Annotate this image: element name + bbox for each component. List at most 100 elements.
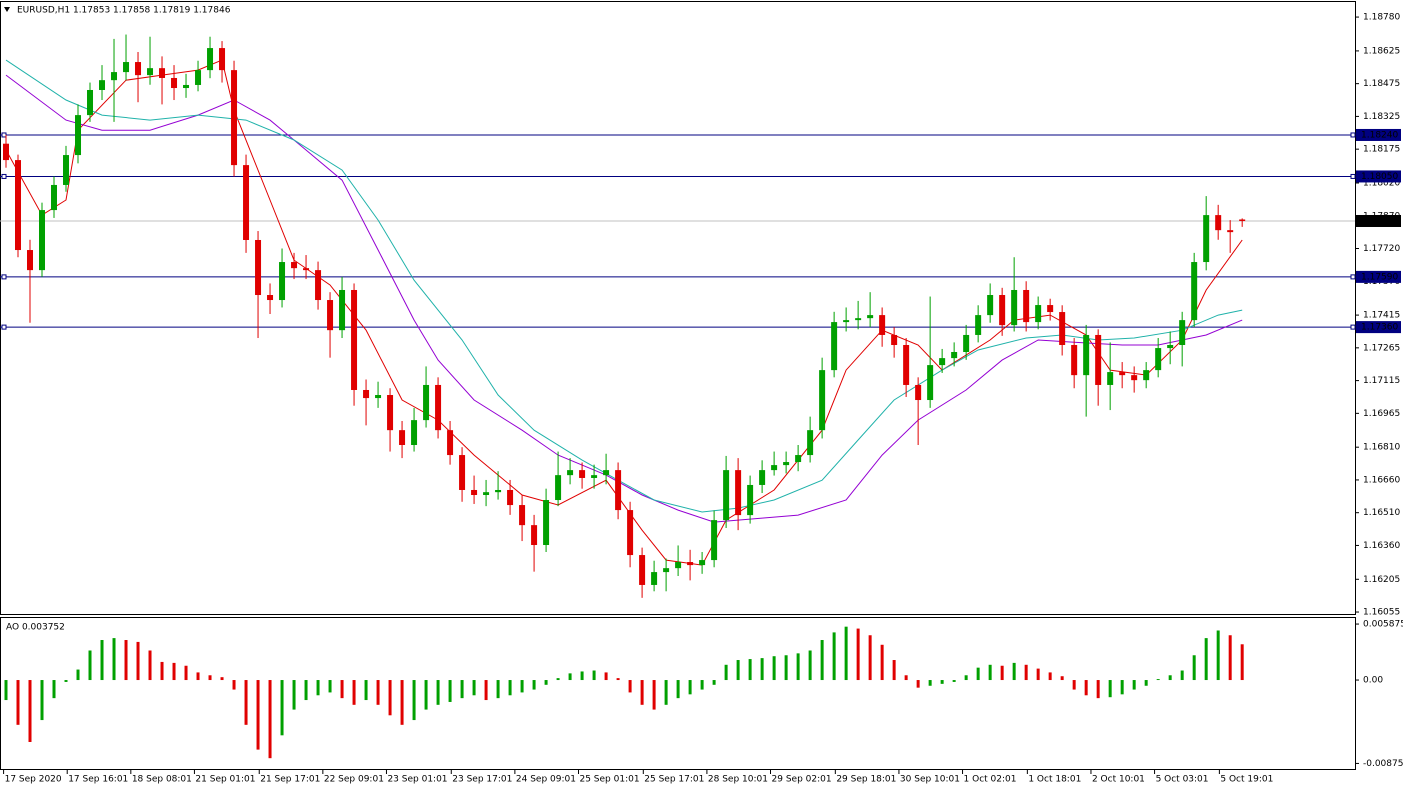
- candle-body: [711, 520, 718, 561]
- ao-bar: [1120, 680, 1124, 695]
- candle-body: [87, 89, 94, 116]
- x-tick-label: 17 Sep 16:01: [68, 775, 128, 785]
- ao-bar: [208, 675, 212, 681]
- candle-body: [951, 351, 958, 359]
- candle-body: [3, 143, 10, 161]
- ao-bar: [1240, 644, 1244, 681]
- ao-bar: [928, 680, 932, 686]
- y-tick-label: 1.18325: [1363, 112, 1400, 122]
- layer: [3, 34, 1246, 759]
- y-tick-label: 1.16510: [1363, 508, 1400, 518]
- level-label: 1.18240: [1361, 130, 1398, 140]
- x-tick-label: 24 Sep 09:01: [516, 775, 576, 785]
- candle-body: [483, 492, 490, 496]
- ao-bar: [628, 680, 632, 693]
- level-anchor: [1, 132, 7, 138]
- candle-body: [1047, 305, 1054, 313]
- ao-bar: [364, 680, 368, 701]
- ao-bar: [232, 680, 236, 690]
- candle-body: [1023, 289, 1030, 323]
- ao-bar: [292, 680, 296, 710]
- candle-body: [855, 318, 862, 321]
- x-tick-label: 25 Sep 17:01: [644, 775, 704, 785]
- ao-bar: [100, 640, 104, 681]
- candle-body: [123, 62, 130, 73]
- ao-bar: [424, 680, 428, 710]
- candle-body: [615, 470, 622, 511]
- candle-body: [363, 389, 370, 399]
- candle-body: [219, 48, 226, 71]
- level-anchor: [1350, 324, 1356, 330]
- candle-body: [411, 420, 418, 446]
- ao-bar: [4, 680, 8, 701]
- ao-bar: [124, 640, 128, 681]
- candle-body: [555, 475, 562, 501]
- level-anchor: [1350, 274, 1356, 280]
- candle-body: [375, 395, 382, 399]
- ao-bar: [1024, 664, 1028, 681]
- ao-bar: [1180, 670, 1184, 681]
- y-tick-label: 1.16055: [1363, 608, 1400, 618]
- ao-title: AO 0.003752: [6, 623, 65, 633]
- candle-body: [1035, 305, 1042, 323]
- candle-body: [831, 322, 838, 371]
- ao-bar: [1012, 662, 1016, 681]
- candle-body: [423, 384, 430, 421]
- ao-bar: [964, 675, 968, 681]
- ao-bar: [616, 678, 620, 681]
- ao-bar: [784, 655, 788, 681]
- candle-body: [999, 295, 1006, 326]
- y-tick-label: 1.18780: [1363, 13, 1400, 23]
- menu-arrow[interactable]: [4, 7, 10, 12]
- ao-bar: [1048, 672, 1052, 681]
- candle-body: [1215, 215, 1222, 231]
- ao-bar: [88, 650, 92, 681]
- y-tick-label: 1.18020: [1363, 179, 1400, 189]
- x-tick-label: 21 Sep 17:01: [260, 775, 320, 785]
- candle-body: [543, 500, 550, 546]
- candle-body: [327, 300, 334, 331]
- candle-body: [651, 572, 658, 585]
- ao-bar: [544, 680, 548, 685]
- ao-bar: [1036, 668, 1040, 681]
- level-anchor: [1, 173, 7, 179]
- ao-bar: [880, 644, 884, 681]
- candle-body: [1095, 334, 1102, 385]
- candle-body: [1107, 372, 1114, 385]
- candle-body: [579, 470, 586, 478]
- candle-body: [783, 462, 790, 466]
- ao-bar: [1108, 680, 1112, 698]
- candle-body: [243, 165, 250, 240]
- x-tick-label: 17 Sep 2020: [5, 775, 62, 785]
- ao-bar: [1000, 665, 1004, 681]
- ao-bar: [520, 680, 524, 693]
- current-price-label: 1.17846: [1361, 216, 1398, 226]
- candle-body: [891, 334, 898, 346]
- candle-body: [639, 555, 646, 585]
- candle-body: [171, 77, 178, 89]
- ao-bar: [316, 680, 320, 696]
- level-label: 1.17590: [1361, 272, 1398, 282]
- ao-bar: [856, 628, 860, 681]
- main-frame: [0, 1, 1356, 615]
- candle-body: [255, 239, 262, 296]
- candle-body: [183, 84, 190, 89]
- candle-body: [1119, 372, 1126, 376]
- candle-body: [447, 430, 454, 456]
- candle-body: [339, 289, 346, 331]
- ao-bar: [1228, 635, 1232, 681]
- ao-bar: [736, 660, 740, 681]
- level-anchor: [1350, 132, 1356, 138]
- ao-bar: [472, 680, 476, 696]
- candle-body: [843, 320, 850, 323]
- level-anchor: [1, 274, 7, 280]
- layer: 1.18780 1.18625 1.18475 1.18325 1.18175 1.180…: [3, 13, 1403, 785]
- ao-bar: [916, 680, 920, 688]
- candle-body: [471, 489, 478, 496]
- candle-body: [1167, 345, 1174, 349]
- candle-body: [195, 70, 202, 85]
- candle-body: [567, 470, 574, 476]
- ao-bar: [832, 632, 836, 681]
- ao-bar: [52, 680, 56, 699]
